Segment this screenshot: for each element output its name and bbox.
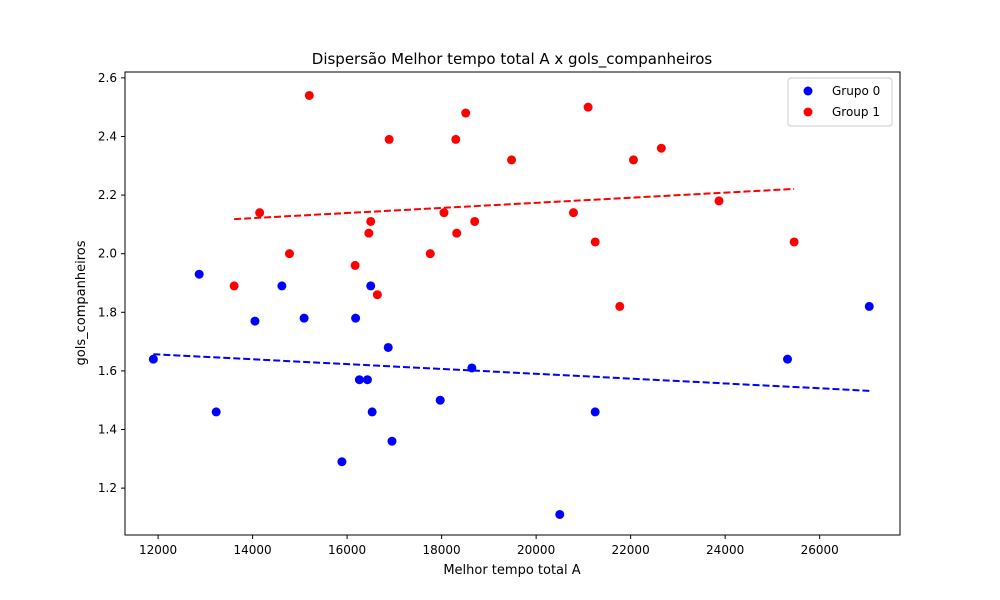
data-point-series-1-5 — [364, 228, 374, 238]
x-tick-label: 16000 — [328, 543, 366, 557]
data-point-series-1-3 — [304, 90, 314, 100]
data-point-series-1-9 — [425, 249, 435, 259]
data-point-series-0-2 — [211, 407, 221, 417]
data-point-series-0-17 — [590, 407, 600, 417]
x-tick-label: 20000 — [517, 543, 555, 557]
data-point-series-0-8 — [354, 375, 364, 385]
legend-marker-series-1 — [803, 107, 813, 117]
data-point-series-1-13 — [461, 108, 471, 118]
data-point-series-0-4 — [277, 281, 287, 291]
data-point-series-0-0 — [148, 354, 158, 364]
y-axis-ticks: 1.2 1.4 1.6 1.8 2.0 2.2 2.4 2.6 — [98, 71, 125, 495]
data-point-series-0-6 — [337, 457, 347, 467]
data-point-series-1-10 — [439, 208, 449, 218]
y-tick-label: 1.4 — [98, 423, 117, 437]
data-point-series-1-18 — [590, 237, 600, 247]
y-tick-label: 2.4 — [98, 129, 117, 143]
data-point-series-0-19 — [864, 301, 874, 311]
data-point-series-0-7 — [351, 313, 361, 323]
data-point-series-1-2 — [284, 249, 294, 259]
data-point-series-0-3 — [250, 316, 260, 326]
data-point-series-0-10 — [366, 281, 376, 291]
data-point-series-0-11 — [367, 407, 377, 417]
y-tick-label: 1.8 — [98, 305, 117, 319]
data-point-series-1-11 — [451, 134, 461, 144]
data-point-series-1-14 — [470, 216, 480, 226]
data-point-series-1-23 — [789, 237, 799, 247]
data-point-series-1-22 — [714, 196, 724, 206]
data-point-series-0-9 — [362, 375, 372, 385]
legend-label-series-0: Grupo 0 — [832, 84, 880, 98]
data-point-series-1-15 — [507, 155, 517, 165]
legend: Grupo 0 Group 1 — [787, 77, 893, 127]
data-point-series-0-13 — [387, 436, 397, 446]
x-tick-label: 26000 — [801, 543, 839, 557]
x-tick-label: 12000 — [139, 543, 177, 557]
data-point-series-1-6 — [366, 216, 376, 226]
x-tick-label: 18000 — [423, 543, 461, 557]
data-point-series-0-15 — [467, 363, 477, 373]
data-point-series-0-14 — [435, 395, 445, 405]
x-tick-label: 14000 — [233, 543, 271, 557]
y-tick-label: 2.0 — [98, 247, 117, 261]
legend-label-series-1: Group 1 — [832, 105, 880, 119]
data-point-series-1-20 — [628, 155, 638, 165]
data-point-series-1-17 — [583, 102, 593, 112]
data-point-series-1-8 — [384, 134, 394, 144]
data-point-series-1-21 — [656, 143, 666, 153]
axes-frame — [124, 71, 901, 536]
data-point-series-0-1 — [194, 269, 204, 279]
data-point-series-1-4 — [350, 260, 360, 270]
data-point-series-0-5 — [299, 313, 309, 323]
y-tick-label: 2.6 — [98, 71, 117, 85]
data-point-series-1-1 — [255, 208, 265, 218]
trend-line-series-1 — [234, 187, 795, 221]
data-point-series-0-16 — [555, 509, 565, 519]
data-point-series-1-19 — [615, 301, 625, 311]
legend-marker-series-0 — [803, 86, 813, 96]
x-axis-label: Melhor tempo total A — [443, 563, 580, 578]
x-tick-label: 24000 — [706, 543, 744, 557]
x-tick-label: 22000 — [612, 543, 650, 557]
y-axis-label: gols_companheiros — [74, 240, 89, 365]
y-tick-label: 1.6 — [98, 364, 117, 378]
data-point-series-1-7 — [372, 290, 382, 300]
y-tick-label: 1.2 — [98, 481, 117, 495]
y-tick-label: 2.2 — [98, 188, 117, 202]
data-point-series-1-0 — [229, 281, 239, 291]
x-axis-ticks: 12000 14000 16000 18000 20000 22000 24000 26000 — [139, 535, 839, 557]
data-point-series-0-12 — [383, 342, 393, 352]
chart-title: Dispersão Melhor tempo total A x gols_co… — [312, 50, 713, 69]
legend-box — [787, 77, 893, 127]
data-point-series-0-18 — [783, 354, 793, 364]
plot-area — [148, 90, 874, 519]
data-point-series-1-16 — [568, 208, 578, 218]
data-point-series-1-12 — [452, 228, 462, 238]
